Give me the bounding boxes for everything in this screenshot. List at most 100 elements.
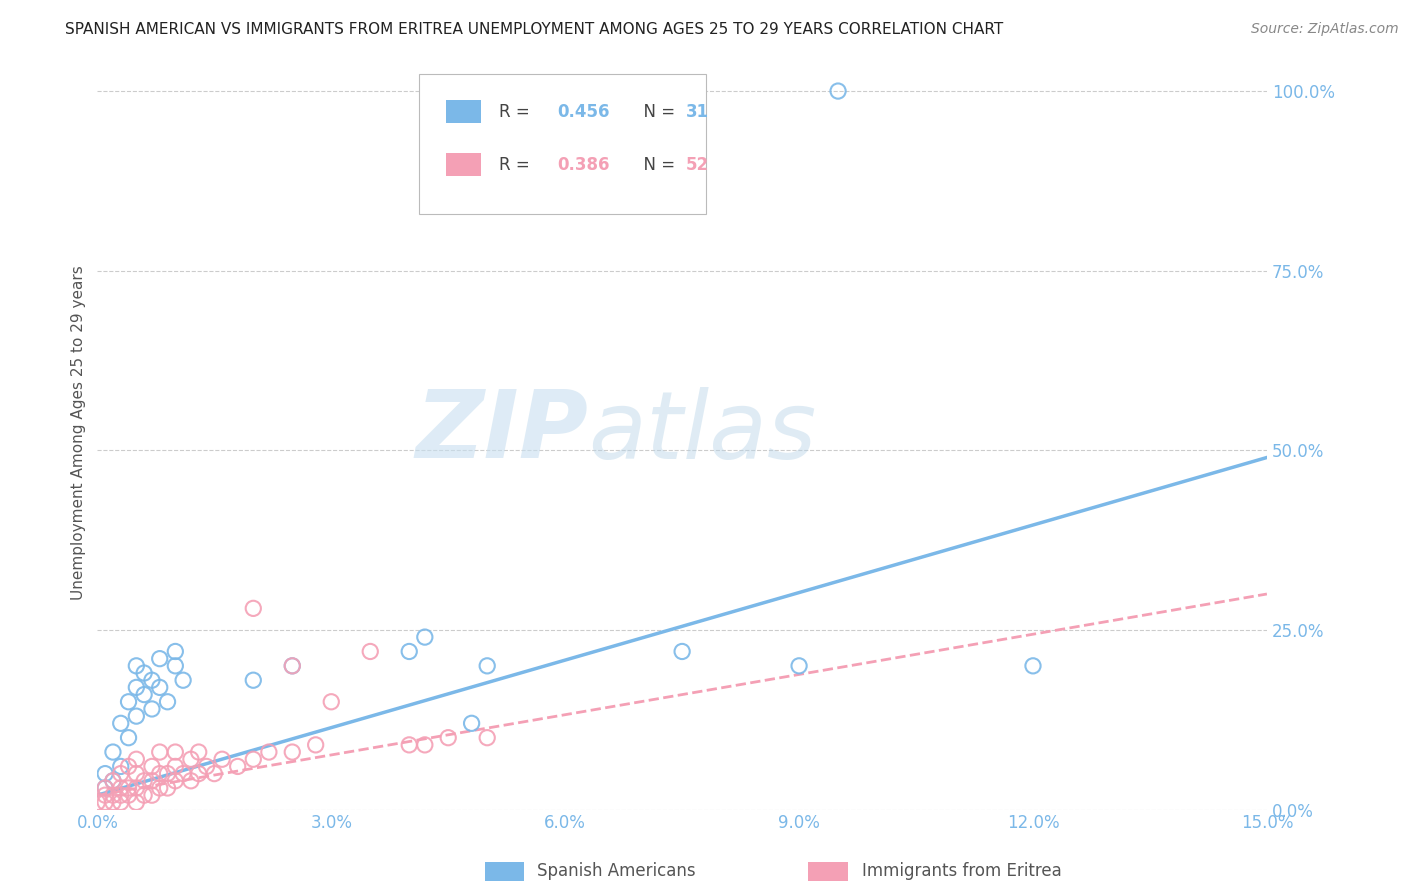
- Point: [110, 788, 132, 802]
- Point: [117, 731, 139, 745]
- Point: [141, 673, 163, 688]
- Point: [413, 738, 436, 752]
- Point: [94, 788, 117, 802]
- Point: [101, 773, 124, 788]
- Point: [110, 796, 132, 810]
- Y-axis label: Unemployment Among Ages 25 to 29 years: Unemployment Among Ages 25 to 29 years: [72, 265, 86, 599]
- Text: 0.456: 0.456: [557, 103, 609, 120]
- Text: N =: N =: [633, 155, 681, 174]
- Point: [117, 788, 139, 802]
- Point: [242, 601, 264, 615]
- Text: ZIP: ZIP: [416, 386, 589, 478]
- FancyBboxPatch shape: [446, 153, 481, 176]
- Point: [110, 766, 132, 780]
- Point: [226, 759, 249, 773]
- Point: [149, 766, 172, 780]
- Point: [477, 731, 499, 745]
- Point: [242, 752, 264, 766]
- Point: [180, 752, 202, 766]
- Point: [165, 759, 187, 773]
- Point: [165, 745, 187, 759]
- Point: [477, 658, 499, 673]
- Point: [94, 780, 117, 795]
- Point: [134, 773, 156, 788]
- Point: [134, 688, 156, 702]
- Point: [187, 745, 209, 759]
- Point: [101, 796, 124, 810]
- Point: [281, 658, 304, 673]
- Point: [125, 658, 148, 673]
- Point: [187, 766, 209, 780]
- Point: [202, 766, 225, 780]
- Point: [827, 84, 849, 98]
- Point: [125, 780, 148, 795]
- Point: [110, 759, 132, 773]
- Point: [281, 745, 304, 759]
- Point: [156, 766, 179, 780]
- Point: [110, 780, 132, 795]
- Point: [398, 644, 420, 658]
- Point: [149, 651, 172, 665]
- Point: [94, 796, 117, 810]
- Point: [110, 716, 132, 731]
- Point: [165, 658, 187, 673]
- Text: Source: ZipAtlas.com: Source: ZipAtlas.com: [1251, 22, 1399, 37]
- Point: [165, 773, 187, 788]
- Point: [172, 673, 194, 688]
- FancyBboxPatch shape: [419, 74, 706, 213]
- Point: [172, 766, 194, 780]
- Point: [149, 780, 172, 795]
- Point: [1022, 658, 1045, 673]
- Point: [149, 681, 172, 695]
- Point: [141, 788, 163, 802]
- Point: [180, 773, 202, 788]
- Point: [117, 780, 139, 795]
- Point: [156, 695, 179, 709]
- Text: Immigrants from Eritrea: Immigrants from Eritrea: [862, 863, 1062, 880]
- Point: [787, 658, 810, 673]
- Point: [125, 752, 148, 766]
- Text: 0.386: 0.386: [557, 155, 609, 174]
- Point: [125, 766, 148, 780]
- Text: 31: 31: [686, 103, 709, 120]
- Point: [211, 752, 233, 766]
- Point: [101, 788, 124, 802]
- Point: [141, 773, 163, 788]
- Point: [460, 716, 482, 731]
- Text: atlas: atlas: [589, 387, 817, 478]
- FancyBboxPatch shape: [446, 101, 481, 123]
- Point: [94, 766, 117, 780]
- Point: [257, 745, 280, 759]
- Text: R =: R =: [499, 103, 534, 120]
- Point: [321, 695, 343, 709]
- Point: [156, 780, 179, 795]
- Point: [101, 773, 124, 788]
- Point: [195, 759, 218, 773]
- Point: [141, 702, 163, 716]
- Point: [398, 738, 420, 752]
- Text: 52: 52: [686, 155, 709, 174]
- Text: SPANISH AMERICAN VS IMMIGRANTS FROM ERITREA UNEMPLOYMENT AMONG AGES 25 TO 29 YEA: SPANISH AMERICAN VS IMMIGRANTS FROM ERIT…: [65, 22, 1004, 37]
- Point: [671, 644, 693, 658]
- Point: [125, 681, 148, 695]
- Point: [165, 644, 187, 658]
- Point: [305, 738, 328, 752]
- Point: [94, 780, 117, 795]
- Point: [242, 673, 264, 688]
- Point: [141, 759, 163, 773]
- Point: [117, 759, 139, 773]
- Point: [134, 666, 156, 681]
- Point: [117, 695, 139, 709]
- Point: [281, 658, 304, 673]
- Point: [413, 630, 436, 644]
- Text: R =: R =: [499, 155, 534, 174]
- Point: [149, 745, 172, 759]
- Point: [101, 745, 124, 759]
- Point: [86, 796, 108, 810]
- Text: N =: N =: [633, 103, 681, 120]
- Point: [359, 644, 381, 658]
- Point: [125, 709, 148, 723]
- Point: [125, 796, 148, 810]
- Text: Spanish Americans: Spanish Americans: [537, 863, 696, 880]
- Point: [134, 788, 156, 802]
